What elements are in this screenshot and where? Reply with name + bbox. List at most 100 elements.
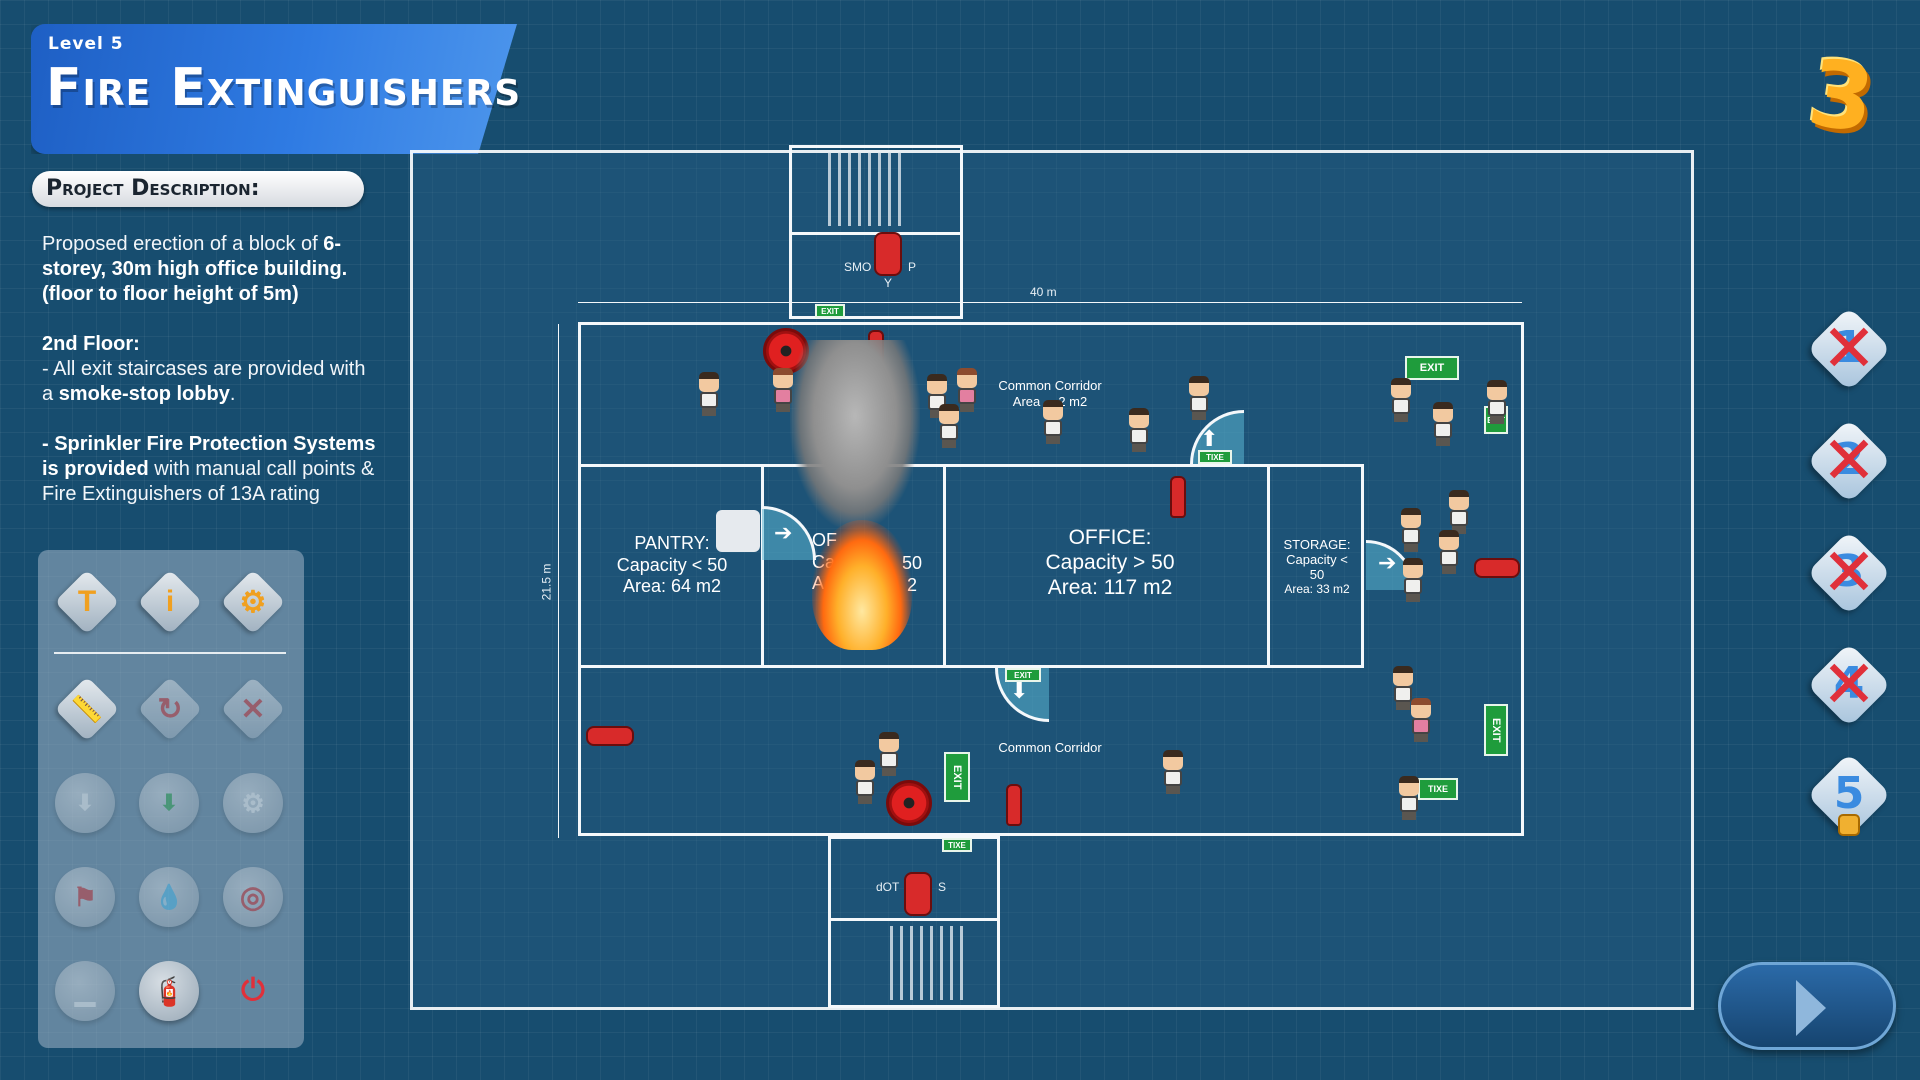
height-dimension-label: 21.5 m	[539, 563, 554, 601]
bottom-staircase	[828, 836, 1000, 1008]
top-exit-sign[interactable]: EXIT	[815, 304, 845, 318]
title-banner	[31, 24, 517, 154]
level-3-button[interactable]: 3 ✕	[1806, 530, 1892, 616]
top-lobby-hydrant[interactable]	[874, 232, 902, 276]
exit-sign-down-tool-button[interactable]: ⬇	[54, 772, 116, 834]
delete-tool-button[interactable]: ✕	[220, 676, 286, 742]
office-wall	[1267, 466, 1270, 666]
person	[954, 368, 980, 412]
gear-icon: ⚙	[239, 585, 267, 619]
top-stairs-treads	[828, 152, 908, 226]
exit-sign-lower-corridor[interactable]: EXIT	[944, 752, 970, 802]
extinguisher-icon: 🧯	[151, 975, 187, 1007]
power-icon: ⏻	[241, 974, 265, 1007]
text-icon: T	[77, 585, 97, 618]
person	[696, 372, 722, 416]
ruler-icon: 📏	[70, 693, 104, 724]
fire-extinguisher-right[interactable]	[1474, 558, 1520, 578]
ruler-tool-button[interactable]: 📏	[54, 676, 120, 742]
level-4-button[interactable]: 4 ✕	[1806, 642, 1892, 728]
hose-reel-lower[interactable]	[886, 780, 932, 826]
hydrant-tool-button[interactable]: ⚑	[54, 866, 116, 928]
smoke-icon	[790, 340, 920, 530]
person	[1040, 400, 1066, 444]
fire-icon	[812, 520, 912, 650]
info-icon: i	[165, 585, 175, 618]
exit-sign-office-lower[interactable]: EXIT	[1005, 668, 1041, 682]
fire-extinguisher-lower[interactable]	[1006, 784, 1022, 826]
hose-reel-icon: ◎	[239, 880, 267, 914]
lower-corridor-label: Common Corridor	[998, 740, 1102, 755]
project-description: Proposed erection of a block of 6-storey…	[42, 232, 382, 532]
desc-p2-c: .	[229, 383, 236, 405]
pantry-door-arrow-icon: ➔	[774, 520, 793, 545]
failed-cross-icon: ✕	[1821, 534, 1877, 611]
person	[1398, 508, 1424, 552]
toolbox-divider	[54, 652, 286, 654]
close-icon: ✕	[240, 692, 266, 726]
top-smoke-lobby-label-3: Y	[884, 276, 893, 290]
play-arrow-icon	[1796, 980, 1826, 1036]
person	[936, 404, 962, 448]
person	[1390, 666, 1416, 710]
sprinkler-icon: 💧	[154, 883, 184, 911]
info-tool-button[interactable]: i	[137, 569, 203, 635]
exit-sign-top-right[interactable]: EXIT	[1405, 356, 1459, 380]
exit-sign-right[interactable]: EXIT	[1484, 704, 1508, 756]
person	[1186, 376, 1212, 420]
lock-icon	[1838, 814, 1860, 836]
desc-p3-a: - Sprinkler Fire Protection Systems is p…	[42, 433, 376, 480]
level-label: Level 5	[48, 34, 124, 54]
person	[1388, 378, 1414, 422]
pantry-label[interactable]: PANTRY: Capacity < 50 Area: 64 m2	[616, 533, 728, 597]
upper-corridor-label: Common Corridor Area 2 m2	[998, 378, 1102, 409]
office-lower-arrow-icon: ⬇	[1010, 678, 1029, 703]
power-tool-button[interactable]: ⏻	[222, 960, 284, 1022]
person	[1126, 408, 1152, 452]
sprinkler-tool-button[interactable]: 💧	[138, 866, 200, 928]
person	[770, 368, 796, 412]
failed-cross-icon: ✕	[1821, 310, 1877, 387]
office-door-arrow-icon: ⬆	[1200, 426, 1219, 451]
top-smoke-lobby-label: SMO	[844, 260, 872, 274]
person	[1484, 380, 1510, 424]
rotate-tool-button[interactable]: ↻	[137, 676, 203, 742]
level-1-button[interactable]: 1 ✕	[1806, 306, 1892, 392]
level-2-button[interactable]: 2 ✕	[1806, 418, 1892, 504]
projector-tool-button[interactable]: ⚙	[222, 772, 284, 834]
bottom-lobby-hydrant[interactable]	[904, 872, 932, 916]
exit-sign-tool-button[interactable]: ⬇	[138, 772, 200, 834]
exit-sign-office[interactable]: TIXE	[1198, 450, 1232, 464]
bottom-stair-divider	[831, 918, 997, 921]
level-5-button[interactable]: 5	[1806, 752, 1892, 838]
fire-extinguisher-left[interactable]	[586, 726, 634, 746]
desc-p1-b: 6-storey, 30m high office building. (flo…	[42, 233, 348, 305]
person	[1396, 776, 1422, 820]
projector-icon: ⚙	[241, 787, 265, 818]
storage-door-arrow-icon: ➔	[1378, 550, 1397, 575]
hydrant-icon: ⚑	[73, 881, 97, 912]
storage-label[interactable]: STORAGE: Capacity <50 Area: 33 m2	[1283, 537, 1351, 596]
width-dimension-line	[578, 302, 1522, 303]
level-title: Fire Extinguishers	[46, 58, 522, 118]
exit-sign-bottom-right[interactable]: TIXE	[1418, 778, 1458, 800]
text-tool-button[interactable]: T	[54, 569, 120, 635]
top-staircase	[789, 145, 963, 319]
top-smoke-lobby-label-2: P	[908, 260, 917, 274]
bottom-exit-sign[interactable]: TIXE	[942, 838, 972, 852]
hose-reel-tool-button[interactable]: ◎	[222, 866, 284, 928]
failed-cross-icon: ✕	[1821, 646, 1877, 723]
small-office-wall	[943, 466, 946, 666]
person	[876, 732, 902, 776]
settings-tool-button[interactable]: ⚙	[220, 569, 286, 635]
fire-extinguisher-office[interactable]	[1170, 476, 1186, 518]
score-badge: 3	[1802, 38, 1881, 154]
exit-sign-icon: ⬇	[159, 790, 179, 815]
extinguisher-tool-button[interactable]: 🧯	[138, 960, 200, 1022]
stairs-tool-button[interactable]: ▁	[54, 960, 116, 1022]
floor-plan-canvas[interactable]	[410, 150, 1694, 1010]
office-label[interactable]: OFFICE: Capacity > 50 Area: 117 m2	[1045, 526, 1175, 600]
projector-icon-on-plan[interactable]	[716, 510, 760, 552]
desc-p1-a: Proposed erection of a block of	[42, 233, 324, 255]
bottom-smoke-lobby-label: dOT	[876, 880, 900, 894]
